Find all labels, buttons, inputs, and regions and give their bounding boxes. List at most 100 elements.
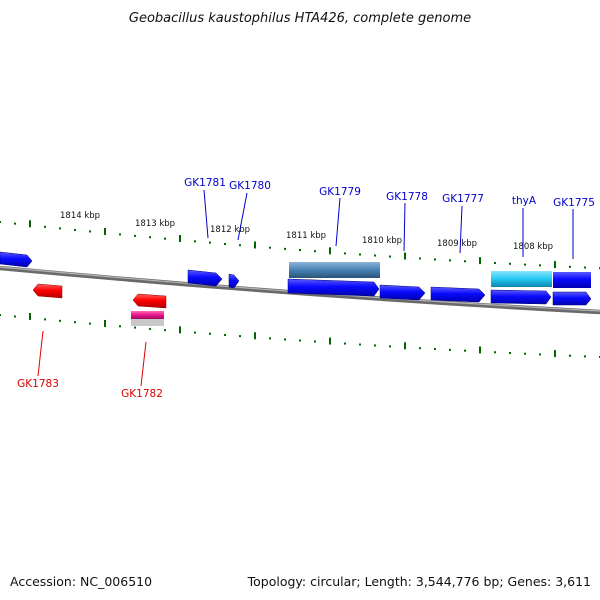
leader-gk1777 [459, 205, 463, 254]
outer-ring-minor-dot [524, 263, 526, 266]
leader-gk1779 [335, 197, 341, 247]
outer-ring-minor-dot [74, 228, 76, 231]
leader-gk1782 [140, 341, 147, 387]
genome-summary-text: Topology: circular; Length: 3,544,776 bp… [247, 574, 591, 589]
outer-ring-major-tick [29, 220, 31, 228]
gene-gk1775[interactable] [552, 291, 592, 306]
inner-ring-minor-dot [449, 348, 451, 351]
outer-ring-major-tick [254, 241, 256, 249]
inner-ring-major-tick [104, 319, 106, 327]
outer-ring-minor-dot [359, 253, 361, 256]
outer-ring-major-tick [404, 252, 406, 260]
gene-label-gk1783[interactable]: GK1783 [17, 378, 59, 390]
outer-ring-minor-dot [44, 225, 46, 228]
gene-label-gk1778[interactable]: GK1778 [386, 191, 428, 203]
gene-gk1779[interactable] [287, 278, 380, 297]
outer-ring-minor-dot [569, 265, 571, 268]
outer-ring-minor-dot [344, 252, 346, 255]
outer-ring-major-tick [329, 247, 331, 255]
scale-label-1811: 1811 kbp [286, 231, 326, 241]
inner-ring-minor-dot [464, 349, 466, 352]
label-leaders [37, 189, 574, 387]
gene-thya[interactable] [490, 289, 552, 305]
leader-gk1783 [37, 330, 44, 377]
gene-gk1780[interactable] [228, 273, 240, 289]
leader-gk1781 [203, 189, 209, 239]
outer-ring-minor-dot [194, 240, 196, 243]
inner-ring-major-tick [329, 337, 331, 345]
inner-ring-minor-dot [194, 331, 196, 334]
scale-label-1812: 1812 kbp [210, 225, 250, 235]
gene-label-gk1780[interactable]: GK1780 [229, 180, 271, 192]
scale-label-1808: 1808 kbp [513, 242, 553, 252]
scale-label-1813: 1813 kbp [135, 219, 175, 229]
genome-title: Geobacillus kaustophilus HTA426, complet… [129, 11, 471, 26]
inner-ring-minor-dot [584, 355, 586, 358]
outer-ring-minor-dot [494, 261, 496, 264]
inner-ring-major-tick [479, 346, 481, 354]
gene-edge-left[interactable] [0, 251, 33, 268]
inner-ring-major-tick [29, 312, 31, 320]
gene-label-thya[interactable]: thyA [512, 195, 537, 207]
inner-ring-minor-dot [74, 321, 76, 324]
inner-ring-major-tick [179, 326, 181, 334]
outer-ring-minor-dot [449, 259, 451, 262]
inner-ring-minor-dot [374, 344, 376, 347]
inner-ring-minor-dot [434, 348, 436, 351]
inner-ring-minor-dot [494, 351, 496, 354]
scale-labels: 1814 kbp 1813 kbp 1812 kbp 1811 kbp 1810… [60, 211, 553, 252]
outer-ring-minor-dot [434, 258, 436, 261]
gene-gk1778[interactable] [379, 284, 426, 301]
inner-ring-minor-dot [149, 327, 151, 330]
inner-ring-minor-dot [14, 315, 16, 318]
inner-ring-minor-dot [569, 354, 571, 357]
leader-gk1778 [403, 202, 406, 252]
gene-label-gk1782[interactable]: GK1782 [121, 388, 163, 400]
outer-ring-major-tick [554, 261, 556, 269]
inner-ring-minor-dot [539, 353, 541, 356]
inner-ring-minor-dot [269, 337, 271, 340]
gene-labels: GK1781 GK1780 GK1779 GK1778 GK1777 thyA … [17, 177, 595, 400]
inner-ring-minor-dot [209, 332, 211, 335]
inner-ring-minor-dot [314, 340, 316, 343]
outer-ring-minor-dot [464, 260, 466, 263]
outer-ring-minor-dot [209, 241, 211, 244]
outer-ring-minor-dot [0, 221, 1, 223]
outer-ring-minor-dot [284, 247, 286, 250]
gene-gk1777[interactable] [430, 286, 486, 303]
outer-ring-major-tick [104, 227, 106, 235]
outer-ring-minor-dot [299, 249, 301, 252]
gene-label-gk1781[interactable]: GK1781 [184, 177, 226, 189]
gene-gk1781[interactable] [187, 269, 223, 287]
inner-ring-minor-dot [524, 352, 526, 355]
outer-ring-minor-dot [314, 250, 316, 253]
inner-ring-minor-dot [359, 343, 361, 346]
gene-label-gk1777[interactable]: GK1777 [442, 193, 484, 205]
cds-feature-gk1775[interactable] [553, 272, 591, 288]
outer-ring-minor-dot [134, 234, 136, 237]
accession-text: Accession: NC_006510 [10, 574, 152, 589]
cds-feature-gk1779[interactable] [289, 262, 380, 278]
inner-ring-minor-dot [299, 339, 301, 342]
outer-ring-major-tick [479, 257, 481, 265]
inner-ring-minor-dot [284, 338, 286, 341]
inner-ring-minor-dot [44, 318, 46, 321]
cds-feature-thya[interactable] [491, 271, 552, 287]
outer-ring-minor-dot [224, 242, 226, 245]
gene-label-gk1775[interactable]: GK1775 [553, 197, 595, 209]
gene-label-gk1779[interactable]: GK1779 [319, 186, 361, 198]
inner-scale-ring [0, 312, 600, 358]
scale-label-1810: 1810 kbp [362, 236, 402, 246]
inner-ring-minor-dot [224, 333, 226, 336]
inner-ring-minor-dot [419, 347, 421, 350]
inner-ring-major-tick [404, 342, 406, 350]
inner-ring-minor-dot [509, 351, 511, 354]
outer-ring-minor-dot [149, 236, 151, 239]
outer-ring-minor-dot [164, 237, 166, 240]
inner-ring-minor-dot [59, 319, 61, 322]
reverse-strand-genes [32, 283, 167, 326]
gene-gk1783[interactable] [32, 283, 63, 299]
rna-gene-gk1782[interactable] [131, 311, 164, 319]
gene-gk1782[interactable] [132, 293, 167, 309]
